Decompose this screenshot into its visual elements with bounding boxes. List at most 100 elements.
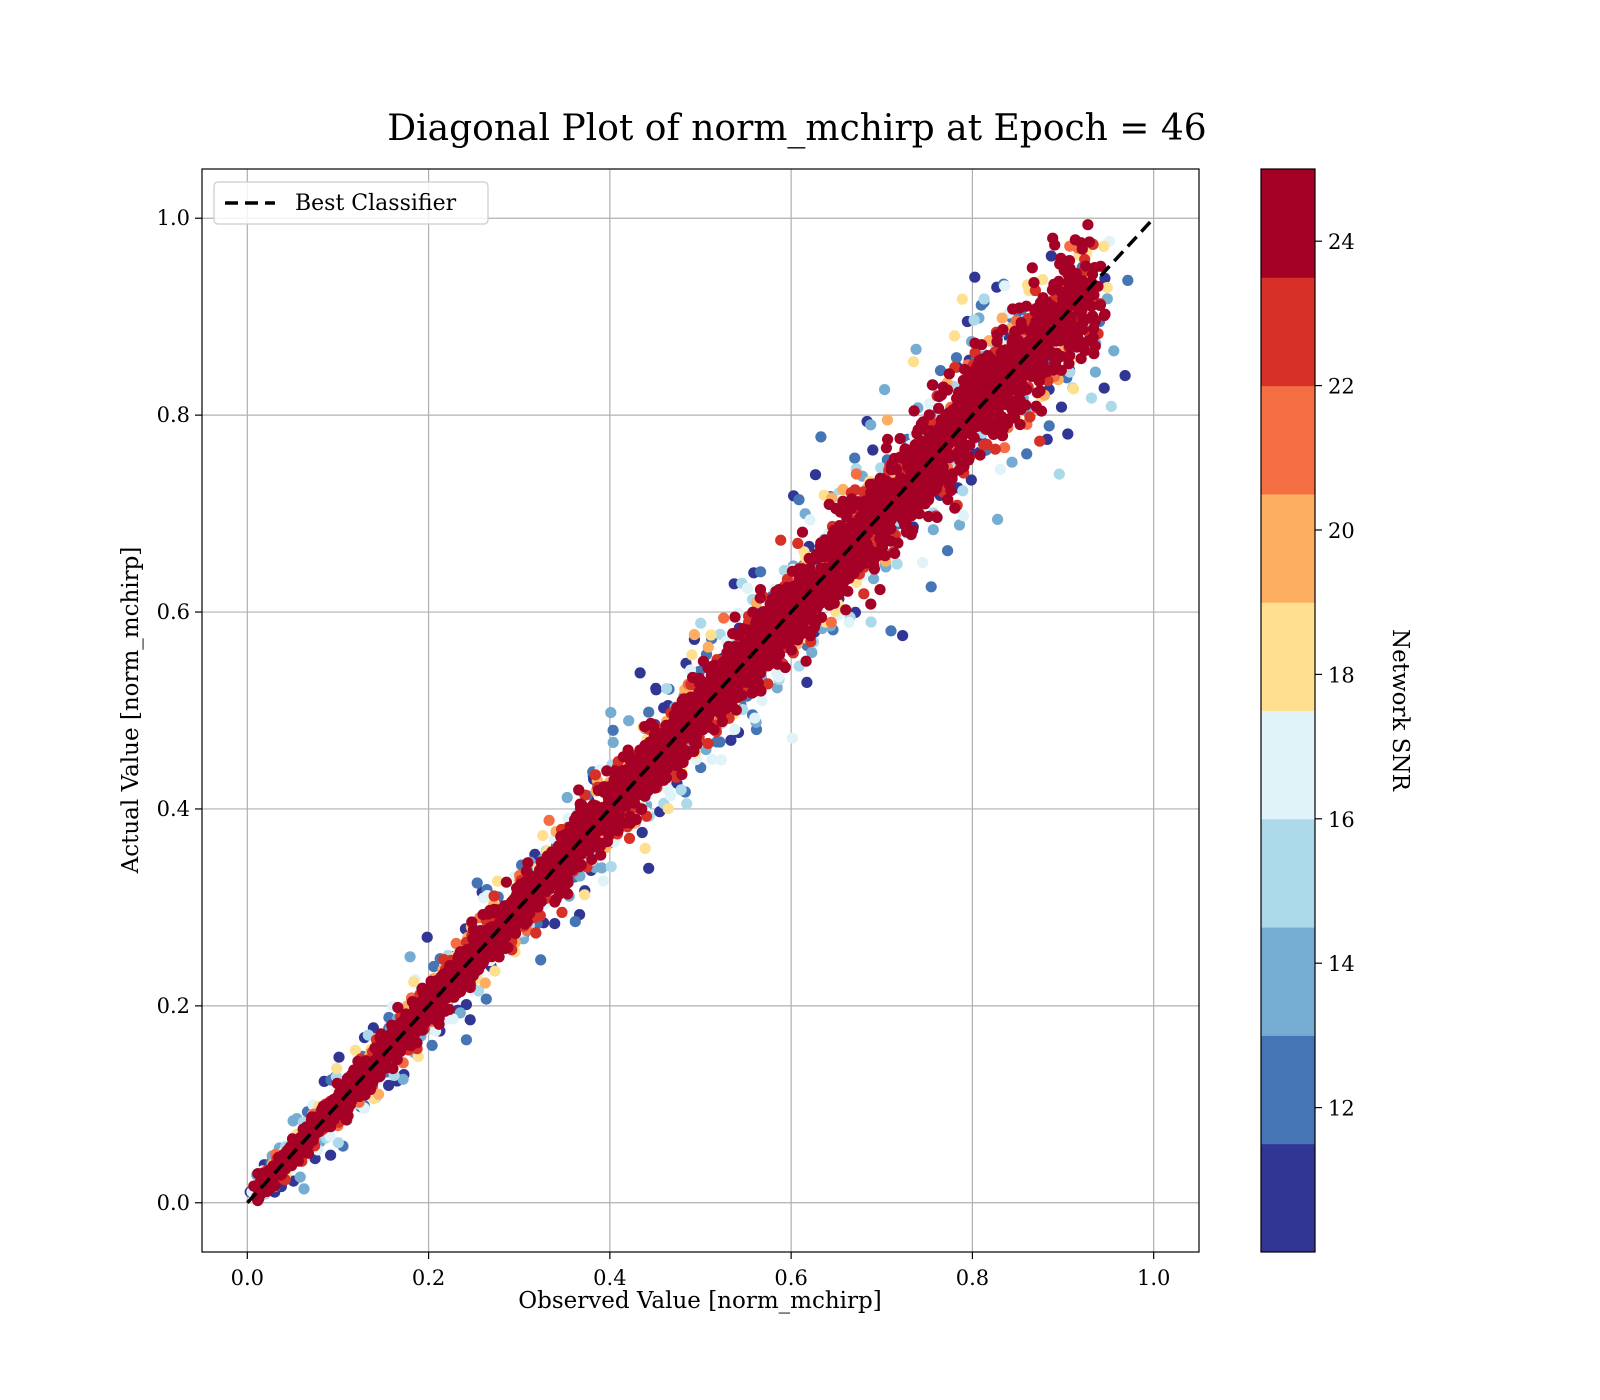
scatter-point: [792, 537, 804, 550]
scatter-point: [774, 648, 786, 660]
scatter-point: [957, 485, 969, 497]
scatter-point: [749, 712, 761, 724]
scatter-point: [999, 442, 1011, 454]
scatter-point: [577, 844, 590, 856]
scatter-point: [885, 460, 898, 472]
scatter-point: [818, 566, 830, 578]
scatter-point: [825, 616, 837, 628]
scatter-point: [605, 861, 617, 873]
scatter-point: [1026, 326, 1038, 338]
scatter-point: [397, 1073, 409, 1085]
scatter-point: [937, 381, 950, 393]
scatter-point: [1098, 240, 1110, 252]
scatter-point: [373, 1088, 385, 1100]
scatter-point: [1005, 412, 1017, 424]
scatter-point: [575, 859, 587, 871]
scatter-point: [1063, 358, 1075, 370]
scatter-point: [645, 717, 657, 730]
scatter-point: [553, 888, 565, 900]
scatter-point: [650, 684, 662, 696]
scatter-point: [828, 597, 840, 609]
scatter-point: [659, 725, 671, 738]
scatter-point: [489, 965, 501, 977]
scatter-point: [601, 765, 613, 777]
scatter-point: [843, 616, 855, 629]
scatter-point: [1043, 420, 1055, 432]
scatter-point: [603, 814, 616, 826]
scatter-point: [675, 784, 687, 796]
scatter-point: [339, 1079, 351, 1091]
scatter-point: [983, 351, 995, 363]
scatter-point: [598, 781, 610, 793]
scatter-point: [618, 817, 630, 829]
scatter-point: [454, 1007, 466, 1019]
scatter-point: [450, 937, 462, 950]
scatter-point: [998, 363, 1010, 375]
scatter-point: [800, 655, 812, 667]
scatter-point: [480, 993, 492, 1005]
scatter-point: [1050, 354, 1062, 366]
scatter-point: [803, 552, 815, 564]
scatter-point: [785, 644, 798, 656]
scatter-point: [997, 324, 1009, 336]
scatter-point: [995, 414, 1008, 426]
scatter-point: [636, 826, 648, 839]
scatter-point: [662, 803, 674, 815]
scatter-point: [573, 784, 585, 796]
scatter-point: [493, 951, 505, 963]
scatter-point: [585, 802, 597, 814]
scatter-point: [786, 565, 799, 577]
scatter-point: [1082, 335, 1094, 347]
scatter-point: [702, 737, 714, 750]
scatter-point: [943, 422, 955, 434]
scatter-point: [460, 999, 472, 1011]
scatter-point: [1098, 382, 1110, 394]
scatter-point: [298, 1183, 310, 1195]
scatter-point: [995, 347, 1007, 359]
scatter-point: [933, 391, 945, 403]
scatter-point: [333, 1051, 345, 1063]
scatter-point: [418, 1016, 430, 1028]
scatter-point: [1028, 277, 1040, 289]
scatter-point: [881, 414, 894, 426]
scatter-point: [676, 768, 688, 781]
scatter-point: [771, 682, 783, 694]
scatter-point: [718, 612, 730, 624]
scatter-point: [950, 352, 963, 364]
scatter-point: [1080, 260, 1092, 272]
scatter-point: [840, 604, 852, 616]
scatter-point: [534, 910, 546, 922]
scatter-point: [427, 1013, 439, 1025]
scatter-point: [935, 414, 948, 426]
scatter-point: [404, 951, 416, 963]
scatter-point: [543, 814, 555, 827]
scatter-point: [917, 416, 929, 428]
scatter-point: [408, 976, 420, 988]
scatter-point: [661, 683, 673, 695]
scatter-point: [331, 1062, 343, 1075]
scatter-point: [905, 528, 917, 541]
scatter-point: [686, 649, 698, 661]
scatter-point: [623, 715, 635, 727]
scatter-point: [731, 648, 743, 660]
scatter-point: [879, 550, 891, 562]
scatter-point: [751, 659, 763, 671]
scatter-point: [688, 629, 701, 641]
scatter-point: [464, 1014, 476, 1026]
scatter-point: [500, 876, 512, 888]
scatter-point: [392, 1001, 404, 1014]
scatter-point: [332, 1137, 344, 1149]
scatter-point: [754, 592, 766, 604]
scatter-point: [1030, 400, 1042, 412]
scatter-point: [849, 484, 861, 496]
scatter-point: [1050, 280, 1062, 293]
scatter-point: [925, 581, 937, 593]
scatter-point: [809, 469, 822, 481]
scatter-point: [681, 798, 693, 810]
scatter-point: [464, 978, 476, 990]
scatter-point: [803, 564, 815, 576]
scatter-point: [837, 495, 849, 507]
scatter-point: [1053, 468, 1065, 480]
scatter-point: [535, 954, 547, 966]
